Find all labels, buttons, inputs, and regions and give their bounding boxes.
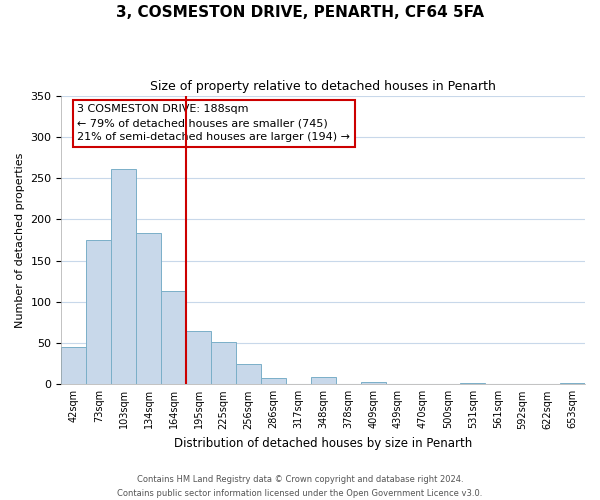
Text: Contains HM Land Registry data © Crown copyright and database right 2024.
Contai: Contains HM Land Registry data © Crown c…	[118, 476, 482, 498]
Bar	[186, 330, 211, 384]
Bar	[361, 382, 386, 384]
Bar	[136, 232, 161, 384]
Bar	[61, 347, 86, 385]
Text: 3 COSMESTON DRIVE: 188sqm
← 79% of detached houses are smaller (745)
21% of semi: 3 COSMESTON DRIVE: 188sqm ← 79% of detac…	[77, 104, 350, 142]
Bar	[86, 240, 111, 384]
X-axis label: Distribution of detached houses by size in Penarth: Distribution of detached houses by size …	[174, 437, 472, 450]
Title: Size of property relative to detached houses in Penarth: Size of property relative to detached ho…	[150, 80, 496, 93]
Text: 3, COSMESTON DRIVE, PENARTH, CF64 5FA: 3, COSMESTON DRIVE, PENARTH, CF64 5FA	[116, 5, 484, 20]
Bar	[111, 169, 136, 384]
Bar	[560, 382, 585, 384]
Bar	[211, 342, 236, 384]
Bar	[460, 382, 485, 384]
Bar	[261, 378, 286, 384]
Bar	[161, 291, 186, 384]
Bar	[311, 377, 335, 384]
Y-axis label: Number of detached properties: Number of detached properties	[15, 152, 25, 328]
Bar	[236, 364, 261, 384]
